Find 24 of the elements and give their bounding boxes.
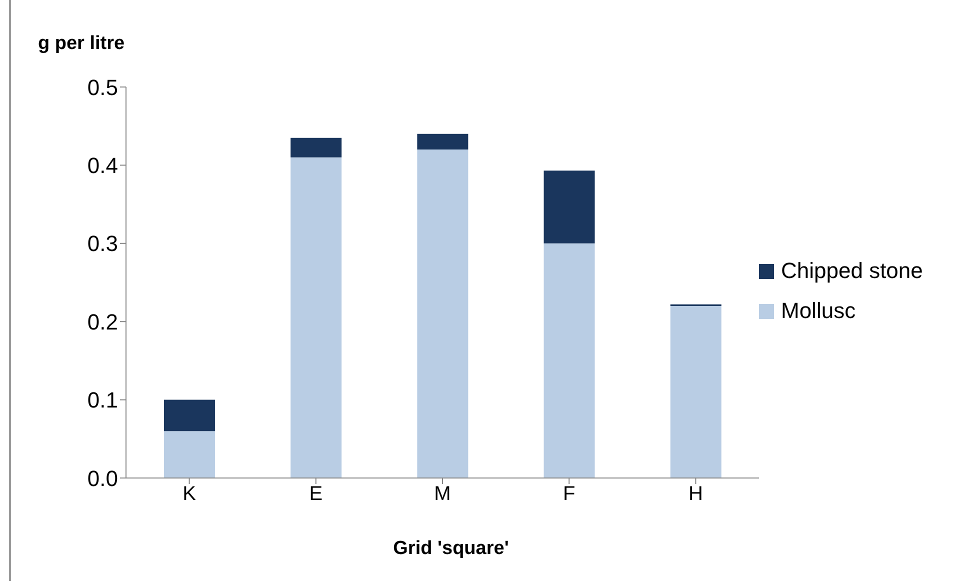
bar xyxy=(290,157,342,478)
bar xyxy=(290,138,342,158)
bar xyxy=(164,400,215,432)
y-tick-label: 0.0 xyxy=(87,466,118,491)
y-tick-label: 0.2 xyxy=(87,309,118,334)
bar xyxy=(670,306,722,478)
y-tick-label: 0.3 xyxy=(87,231,118,256)
x-tick-label: K xyxy=(182,483,197,506)
bar xyxy=(164,431,215,478)
y-tick-label: 0.5 xyxy=(87,74,118,100)
bar xyxy=(417,150,468,478)
bar xyxy=(417,134,468,150)
legend-label: Mollusc xyxy=(781,298,856,324)
y-tick-label: 0.1 xyxy=(87,388,118,413)
x-tick-label: M xyxy=(434,483,451,506)
x-axis-title: Grid 'square' xyxy=(392,538,510,560)
legend-label: Chipped stone xyxy=(781,258,923,284)
bar xyxy=(544,170,595,244)
x-tick-label: E xyxy=(309,483,323,506)
x-tick-label: H xyxy=(688,483,703,506)
y-tick-label: 0.4 xyxy=(87,153,118,178)
y-axis-title: g per litre xyxy=(38,33,125,55)
x-tick-label: F xyxy=(562,483,576,506)
bar xyxy=(544,243,595,478)
